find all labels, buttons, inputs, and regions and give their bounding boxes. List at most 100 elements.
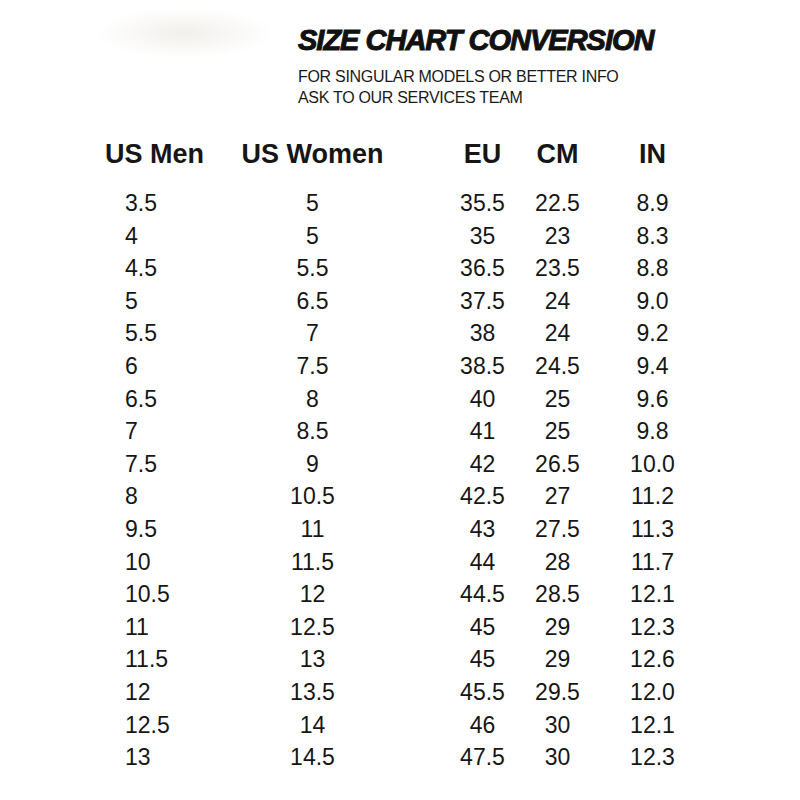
table-row: 56.537.5249.0: [100, 285, 710, 318]
cell-eu: 38: [445, 317, 520, 350]
subtitle-line-2: ASK TO OUR SERVICES TEAM: [298, 89, 523, 106]
cell-eu: 45: [445, 643, 520, 676]
cell-cm: 29: [520, 611, 595, 644]
header: SIZE CHART CONVERSION FOR SINGULAR MODEL…: [298, 22, 654, 108]
cell-us-women: 13: [225, 643, 400, 676]
cell-us-men: 7: [100, 415, 225, 448]
cell-in: 12.3: [595, 741, 710, 774]
table-row: 5.57 38249.2: [100, 317, 710, 350]
cell-in: 8.3: [595, 220, 710, 253]
column-header-eu: EU: [445, 132, 520, 169]
cell-in: 8.9: [595, 187, 710, 220]
cell-cm: 28.5: [520, 578, 595, 611]
cell-us-women: 8: [225, 383, 400, 416]
cell-us-women: 12.5: [225, 611, 400, 644]
cell-us-men: 10: [100, 546, 225, 579]
cell-in: 9.0: [595, 285, 710, 318]
cell-us-men: 4.5: [100, 252, 225, 285]
cell-in: 12.3: [595, 611, 710, 644]
cell-in: 9.6: [595, 383, 710, 416]
cell-eu: 44: [445, 546, 520, 579]
table-row: 810.542.52711.2: [100, 480, 710, 513]
cell-in: 10.0: [595, 448, 710, 481]
table-row: 9.5114327.511.3: [100, 513, 710, 546]
cell-us-women: 12: [225, 578, 400, 611]
cell-cm: 27: [520, 480, 595, 513]
cell-us-men: 4: [100, 220, 225, 253]
cell-us-men: 7.5: [100, 448, 225, 481]
table-row: 4.55.536.523.58.8: [100, 252, 710, 285]
table-row: 1213.545.529.512.0: [100, 676, 710, 709]
subtitle: FOR SINGULAR MODELS OR BETTER INFO ASK TO…: [298, 66, 654, 108]
cell-in: 12.1: [595, 578, 710, 611]
cell-cm: 23: [520, 220, 595, 253]
cell-eu: 38.5: [445, 350, 520, 383]
table-row: 1112.5 452912.3: [100, 611, 710, 644]
table-row: 1314.547.53012.3: [100, 741, 710, 774]
cell-us-women: 13.5: [225, 676, 400, 709]
faint-watermark-artifact: [95, 8, 275, 58]
column-header-us-women: US Women: [225, 132, 400, 169]
table-row: 6.5840259.6: [100, 383, 710, 416]
cell-us-men: 11: [100, 611, 225, 644]
cell-eu: 45: [445, 611, 520, 644]
table-row: 67.538.524.59.4: [100, 350, 710, 383]
cell-us-women: 14: [225, 709, 400, 742]
cell-eu: 37.5: [445, 285, 520, 318]
column-header-us-men: US Men: [100, 132, 225, 169]
table-row: 12.514463012.1: [100, 709, 710, 742]
cell-in: 11.3: [595, 513, 710, 546]
cell-cm: 24: [520, 317, 595, 350]
cell-us-men: 5.5: [100, 317, 225, 350]
cell-eu: 42.5: [445, 480, 520, 513]
cell-us-men: 3.5: [100, 187, 225, 220]
table-body: 3.5535.522.58.94535238.34.55.536.523.58.…: [100, 187, 710, 774]
cell-us-men: 12.5: [100, 709, 225, 742]
cell-cm: 25: [520, 383, 595, 416]
cell-in: 12.0: [595, 676, 710, 709]
cell-us-women: 6.5: [225, 285, 400, 318]
table-row: 11.513 452912.6: [100, 643, 710, 676]
cell-cm: 29.5: [520, 676, 595, 709]
cell-cm: 29: [520, 643, 595, 676]
table-row: 4535238.3: [100, 220, 710, 253]
cell-us-men: 5: [100, 285, 225, 318]
table-row: 7.594226.510.0: [100, 448, 710, 481]
column-header-in: IN: [595, 132, 710, 169]
cell-us-men: 9.5: [100, 513, 225, 546]
cell-cm: 22.5: [520, 187, 595, 220]
cell-in: 11.2: [595, 480, 710, 513]
table-row: 1011.5442811.7: [100, 546, 710, 579]
cell-in: 9.8: [595, 415, 710, 448]
cell-eu: 47.5: [445, 741, 520, 774]
table-row: 3.5535.522.58.9: [100, 187, 710, 220]
cell-us-women: 7: [225, 317, 400, 350]
cell-eu: 46: [445, 709, 520, 742]
cell-eu: 36.5: [445, 252, 520, 285]
cell-in: 9.4: [595, 350, 710, 383]
cell-in: 11.7: [595, 546, 710, 579]
size-conversion-table: US Men US Women EU CM IN 3.5535.522.58.9…: [100, 132, 710, 774]
cell-eu: 42: [445, 448, 520, 481]
cell-in: 12.6: [595, 643, 710, 676]
cell-cm: 25: [520, 415, 595, 448]
table-row: 78.541259.8: [100, 415, 710, 448]
cell-us-women: 8.5: [225, 415, 400, 448]
column-header-cm: CM: [520, 132, 595, 169]
cell-us-women: 14.5: [225, 741, 400, 774]
cell-eu: 45.5: [445, 676, 520, 709]
cell-in: 9.2: [595, 317, 710, 350]
page-title: SIZE CHART CONVERSION: [298, 22, 654, 58]
cell-us-men: 11.5: [100, 643, 225, 676]
cell-us-men: 6.5: [100, 383, 225, 416]
size-chart-page: SIZE CHART CONVERSION FOR SINGULAR MODEL…: [0, 0, 800, 800]
table-header-row: US Men US Women EU CM IN: [100, 132, 710, 187]
cell-eu: 44.5: [445, 578, 520, 611]
cell-us-men: 13: [100, 741, 225, 774]
cell-us-women: 7.5: [225, 350, 400, 383]
cell-us-men: 8: [100, 480, 225, 513]
cell-eu: 35: [445, 220, 520, 253]
table-row: 10.51244.528.512.1: [100, 578, 710, 611]
subtitle-line-1: FOR SINGULAR MODELS OR BETTER INFO: [298, 68, 619, 85]
cell-eu: 43: [445, 513, 520, 546]
